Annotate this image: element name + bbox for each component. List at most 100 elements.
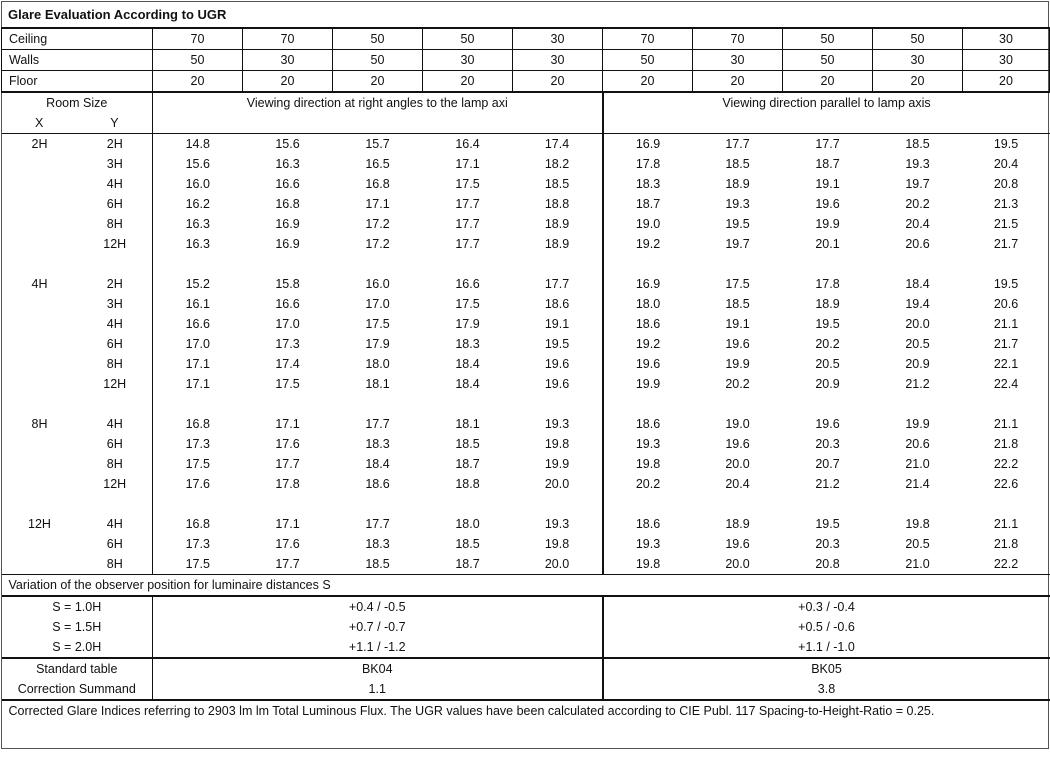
ugr-value: 19.3 — [725, 197, 750, 211]
room-y: 4H — [106, 317, 123, 331]
header-row: Room Size X Y Viewing direction at right an… — [1, 91, 1050, 134]
ugr-value: 18.6 — [601, 314, 693, 334]
data-row: 4H 2H 15.2 15.8 16.0 16.6 17.7 16.9 17.5 17.8 18.4… — [2, 274, 1050, 294]
reflectance-value: 20 — [602, 70, 693, 93]
data-row: 6H 17.0 17.3 17.9 18.3 19.5 19.2 19.6 20.2 20.5 21… — [2, 334, 1050, 354]
data-row: 6H 17.3 17.6 18.3 18.5 19.8 19.3 19.6 20.3 20.5 21… — [2, 534, 1050, 554]
ugr-value: 17.7 — [365, 517, 390, 531]
spacer-row — [2, 494, 1050, 514]
ugr-value: 19.3 — [544, 517, 570, 531]
ugr-value: 21.2 — [815, 477, 840, 491]
ugr-value: 20.0 — [725, 457, 750, 471]
room-y: 3H — [106, 157, 123, 171]
data-row: 8H 17.5 17.7 18.5 18.7 20.0 19.8 20.0 20.8 21.0 22… — [2, 554, 1050, 575]
ugr-value: 18.4 — [905, 277, 930, 291]
room-y: 4H — [106, 177, 123, 191]
reflectance-value: 30 — [512, 49, 603, 71]
ugr-value: 18.7 — [601, 194, 693, 214]
footer-row: Corrected Glare Indices referring to 290… — [1, 699, 1050, 759]
reflectance-value: 50 — [152, 49, 243, 71]
ugr-value: 19.6 — [544, 377, 570, 391]
reflectance-value: 30 — [962, 27, 1050, 50]
room-y: 8H — [106, 557, 123, 571]
reflectance-value: 50 — [602, 49, 693, 71]
ugr-value: 16.6 — [152, 314, 243, 334]
ugr-value: 18.5 — [544, 177, 570, 191]
room-y: 4H — [106, 417, 123, 431]
ugr-value: 17.3 — [152, 434, 243, 454]
data-row: 8H 4H 16.8 17.1 17.7 18.1 19.3 18.6 19.0 19.6 19.9… — [2, 414, 1050, 434]
viewing-direction-parallel: Viewing direction parallel to lamp axis — [601, 91, 1050, 134]
room-x: 8H — [31, 417, 48, 431]
reflectance-value: 50 — [422, 27, 513, 50]
ugr-value: 19.9 — [905, 417, 930, 431]
ugr-value: 14.8 — [152, 133, 243, 154]
ugr-value: 16.8 — [365, 177, 390, 191]
room-x — [2, 434, 78, 454]
spacer-row — [2, 394, 1050, 414]
data-row: 8H 17.1 17.4 18.0 18.4 19.6 19.6 19.9 20.5 20.9 22… — [2, 354, 1050, 374]
ugr-value: 17.5 — [275, 377, 300, 391]
room-y: 12H — [103, 237, 127, 251]
room-x — [2, 534, 78, 554]
ugr-value: 20.5 — [815, 357, 840, 371]
ugr-value: 19.8 — [601, 554, 693, 575]
ugr-value: 20.2 — [905, 197, 930, 211]
room-y: 8H — [106, 457, 123, 471]
reflectance-value: 30 — [422, 49, 513, 71]
ugr-value: 17.1 — [275, 417, 300, 431]
ugr-value: 19.5 — [544, 337, 570, 351]
variation-row: S = 1.0H +0.4 / -0.5 +0.3 / -0.4 — [2, 596, 1050, 617]
ugr-value: 19.4 — [905, 297, 930, 311]
reflectance-value: 20 — [152, 70, 243, 93]
reflectance-value: 70 — [152, 27, 243, 50]
room-x: 4H — [31, 277, 48, 291]
ugr-value: 20.2 — [815, 337, 840, 351]
reflectance-value: 20 — [962, 70, 1050, 93]
ugr-value: 17.1 — [152, 374, 243, 394]
ugr-value: 18.8 — [544, 197, 570, 211]
reflectance-value: 70 — [242, 27, 333, 50]
ugr-value: 19.6 — [725, 537, 750, 551]
room-x — [2, 554, 78, 575]
ugr-value: 17.0 — [152, 334, 243, 354]
ugr-value: 20.4 — [725, 477, 750, 491]
data-row: 12H 4H 16.8 17.1 17.7 18.0 19.3 18.6 18.9 19.5 19.… — [2, 514, 1050, 534]
room-x — [2, 314, 78, 334]
spacer — [2, 494, 153, 514]
ugr-value: 17.1 — [275, 517, 300, 531]
spacer — [2, 394, 153, 414]
spacer — [152, 254, 603, 274]
spacer — [601, 494, 1050, 514]
data-row: 3H 16.1 16.6 17.0 17.5 18.6 18.0 18.5 18.9 19.4 20… — [2, 294, 1050, 314]
variation-parallel: +0.3 / -0.4 — [601, 596, 1050, 617]
ugr-value: 17.9 — [365, 337, 390, 351]
ugr-value: 19.3 — [905, 157, 930, 171]
ugr-value: 16.9 — [601, 133, 693, 154]
room-x — [2, 174, 78, 194]
ugr-value: 17.1 — [365, 197, 390, 211]
ugr-value: 20.3 — [815, 437, 840, 451]
ugr-value: 19.8 — [601, 454, 693, 474]
ugr-value: 17.2 — [365, 217, 390, 231]
standard-right: BK04 — [152, 657, 603, 679]
ugr-value: 19.9 — [601, 374, 693, 394]
ugr-value: 19.3 — [601, 434, 693, 454]
ugr-value: 19.5 — [815, 517, 840, 531]
reflectance-value: 50 — [332, 49, 423, 71]
ugr-value: 21.2 — [905, 377, 930, 391]
reflectance-value: 30 — [512, 27, 603, 50]
ugr-value: 17.5 — [725, 277, 750, 291]
variation-right: +0.7 / -0.7 — [152, 617, 603, 637]
ugr-value: 17.7 — [455, 197, 480, 211]
ugr-value: 18.2 — [544, 157, 570, 171]
ugr-value: 21.0 — [905, 457, 930, 471]
ugr-value: 21.5 — [993, 217, 1019, 231]
ugr-value: 19.5 — [815, 317, 840, 331]
ugr-value: 21.0 — [905, 557, 930, 571]
ugr-value: 16.4 — [455, 137, 480, 151]
ugr-value: 17.7 — [455, 217, 480, 231]
ugr-value: 17.3 — [275, 337, 300, 351]
ugr-value: 17.5 — [365, 317, 390, 331]
ugr-value: 17.7 — [455, 237, 480, 251]
